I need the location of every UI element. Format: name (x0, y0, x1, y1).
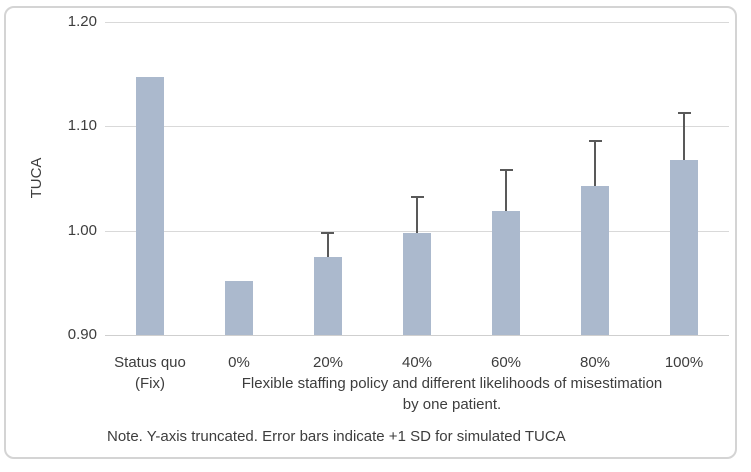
y-tick-label: 0.90 (67, 326, 97, 343)
error-bar-cap (678, 112, 691, 114)
error-bar (683, 113, 685, 160)
x-category-label: 100% (664, 354, 704, 371)
error-bar (327, 233, 329, 257)
x-axis-title: Flexible staffing policy and different l… (192, 373, 712, 415)
figure-border (4, 6, 737, 459)
bar (670, 160, 698, 335)
error-bar-cap (411, 196, 424, 198)
gridline (105, 126, 729, 127)
x-category-label: 80% (579, 354, 611, 371)
x-category-label: (Fix) (135, 375, 165, 392)
error-bar-cap (589, 140, 602, 142)
x-axis-title-line-2: by one patient. (402, 396, 502, 413)
x-category-label: 0% (228, 354, 250, 371)
error-bar-cap (321, 232, 334, 234)
error-bar-cap (500, 169, 513, 171)
x-axis-title-line-1: Flexible staffing policy and different l… (241, 375, 663, 392)
y-tick-label: 1.10 (67, 117, 97, 134)
error-bar (416, 197, 418, 233)
error-bar (505, 170, 507, 211)
bar (403, 233, 431, 335)
x-category-label: 40% (401, 354, 433, 371)
note-text: Note. Y-axis truncated. Error bars indic… (107, 428, 566, 445)
bar (492, 211, 520, 335)
y-tick-label: 1.00 (67, 222, 97, 239)
bar (581, 186, 609, 335)
bar (136, 77, 164, 335)
y-axis-title: TUCA (27, 157, 45, 199)
gridline (105, 22, 729, 23)
gridline (105, 335, 729, 336)
x-category-label: Status quo (114, 354, 186, 371)
y-tick-label: 1.20 (67, 13, 97, 30)
x-category-label: 20% (312, 354, 344, 371)
bar (314, 257, 342, 335)
error-bar (594, 141, 596, 186)
x-category-label: 60% (490, 354, 522, 371)
bar (225, 281, 253, 335)
